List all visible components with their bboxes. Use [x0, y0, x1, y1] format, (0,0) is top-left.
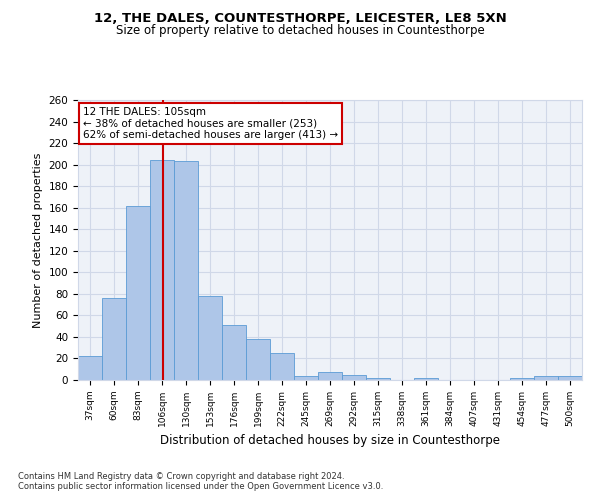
Bar: [150, 160, 174, 380]
Bar: [102, 298, 126, 380]
Text: Contains public sector information licensed under the Open Government Licence v3: Contains public sector information licen…: [18, 482, 383, 491]
Text: Contains HM Land Registry data © Crown copyright and database right 2024.: Contains HM Land Registry data © Crown c…: [18, 472, 344, 481]
Bar: [174, 162, 198, 380]
Bar: [414, 378, 438, 380]
Bar: [198, 296, 222, 380]
Y-axis label: Number of detached properties: Number of detached properties: [33, 152, 43, 328]
Bar: [126, 206, 150, 380]
Bar: [222, 325, 246, 380]
Text: 12 THE DALES: 105sqm
← 38% of detached houses are smaller (253)
62% of semi-deta: 12 THE DALES: 105sqm ← 38% of detached h…: [83, 107, 338, 140]
X-axis label: Distribution of detached houses by size in Countesthorpe: Distribution of detached houses by size …: [160, 434, 500, 448]
Bar: [342, 374, 366, 380]
Bar: [558, 376, 582, 380]
Bar: [246, 339, 270, 380]
Bar: [510, 378, 534, 380]
Text: 12, THE DALES, COUNTESTHORPE, LEICESTER, LE8 5XN: 12, THE DALES, COUNTESTHORPE, LEICESTER,…: [94, 12, 506, 26]
Text: Size of property relative to detached houses in Countesthorpe: Size of property relative to detached ho…: [116, 24, 484, 37]
Bar: [294, 376, 318, 380]
Bar: [318, 372, 342, 380]
Bar: [78, 356, 102, 380]
Bar: [270, 353, 294, 380]
Bar: [366, 378, 390, 380]
Bar: [534, 376, 558, 380]
